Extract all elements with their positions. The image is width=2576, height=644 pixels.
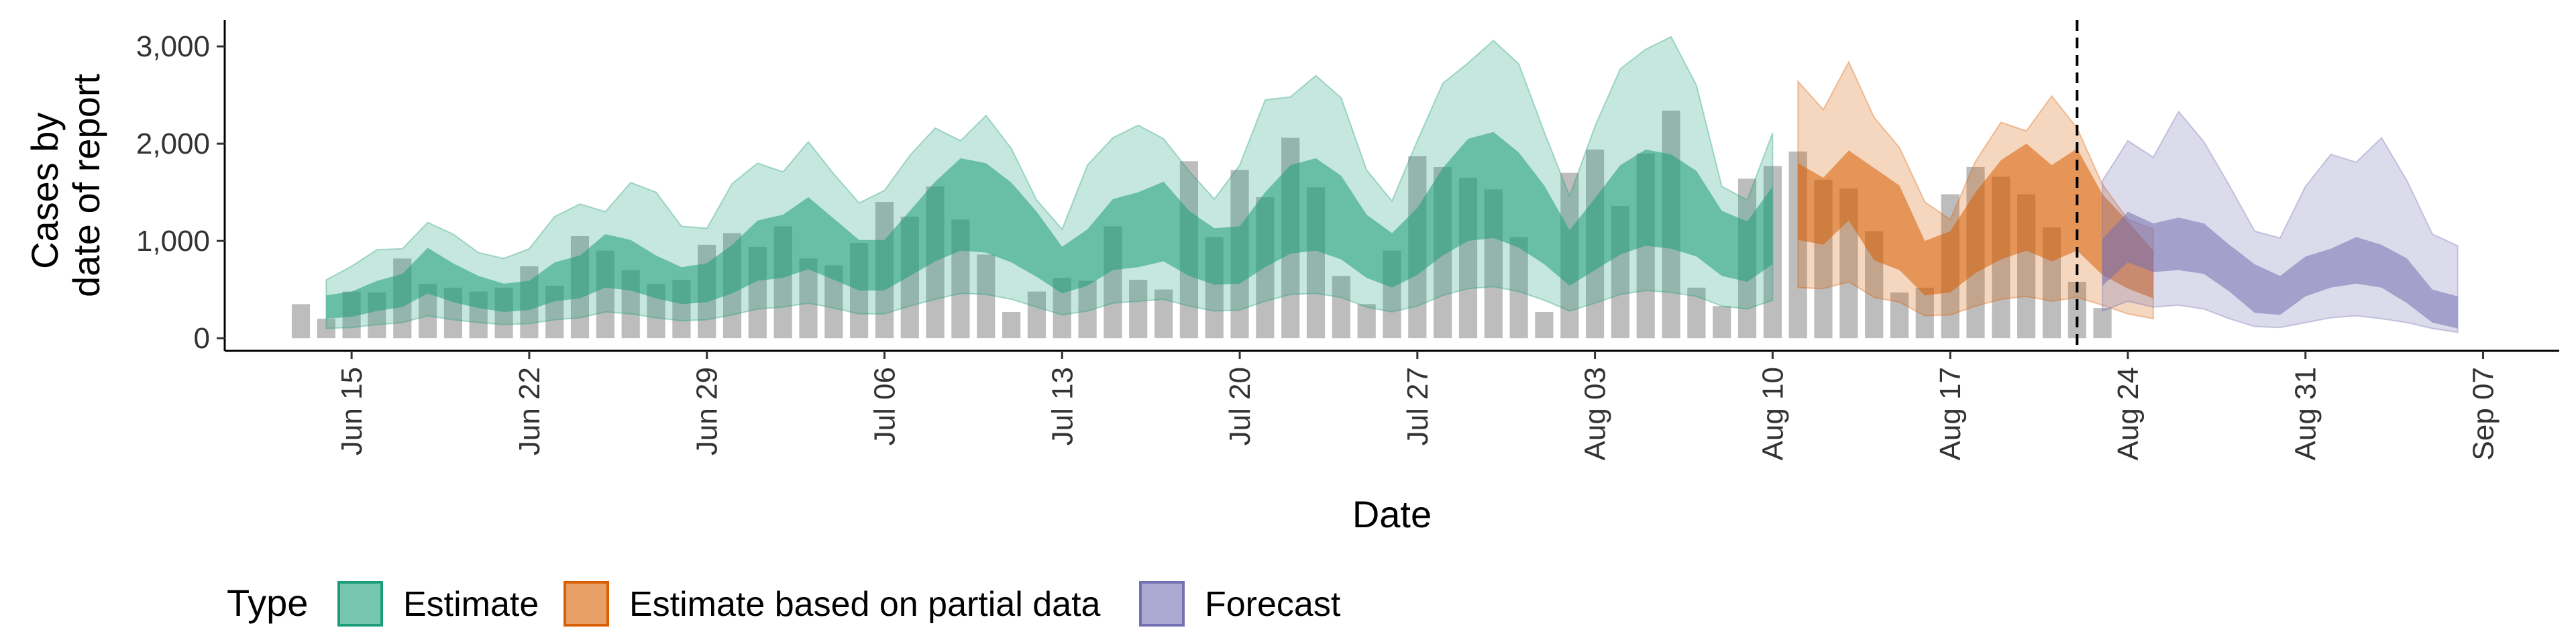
x-axis-title: Date (1352, 493, 1432, 535)
x-tick-label: Aug 24 (2112, 367, 2145, 460)
x-tick-label: Aug 17 (1934, 367, 1967, 460)
y-tick-label: 2,000 (136, 127, 210, 160)
y-tick-label: 0 (194, 322, 210, 355)
legend-label-forecast: Forecast (1205, 585, 1341, 624)
reported-cases-bar (1687, 287, 1706, 339)
reported-cases-bar (1078, 280, 1097, 339)
x-tick-label: Jun 29 (691, 367, 724, 455)
legend-title: Type (227, 582, 308, 624)
x-tick-label: Aug 10 (1756, 367, 1789, 460)
y-axis-ticks: 0 1,000 2,000 3,000 (136, 30, 225, 355)
y-tick-label: 1,000 (136, 225, 210, 258)
reported-cases-bar (1509, 237, 1528, 339)
reported-cases-bar (1332, 276, 1350, 339)
estimate-inner-ribbon (326, 131, 1773, 319)
reported-cases-bar (1002, 312, 1021, 339)
legend-swatch-estimate (337, 581, 383, 627)
legend-swatch-forecast (1139, 581, 1185, 627)
axes: 0 1,000 2,000 3,000 Jun 15 Jun 22 Jun 29 Jul 0… (136, 20, 2559, 460)
x-tick-label: Jun 15 (335, 367, 368, 455)
reported-cases-bar (1129, 280, 1148, 339)
reported-cases-bar (291, 304, 311, 339)
reported-cases-bar (1915, 287, 1934, 339)
y-axis-title-line-2: date of report (65, 74, 107, 298)
x-tick-label: Jul 27 (1401, 367, 1434, 445)
x-tick-label: Jun 22 (513, 367, 546, 455)
legend: Type Estimate Estimate based on partial d… (227, 581, 1341, 627)
reported-cases-bar (1535, 312, 1554, 339)
reported-cases-bar (1713, 306, 1731, 339)
legend-label-estimate: Estimate (403, 585, 539, 624)
legend-items: Estimate Estimate based on partial data Fo… (337, 581, 1341, 627)
reported-cases-bar (799, 258, 818, 339)
x-axis-ticks: Jun 15 Jun 22 Jun 29 Jul 06 Jul 13 Jul 20 Jul … (335, 351, 2500, 460)
reported-cases-bar (2093, 308, 2112, 339)
reported-cases-bar (1154, 289, 1173, 339)
x-tick-label: Jul 20 (1224, 367, 1256, 445)
legend-label-estimate-based-on-partial-data: Estimate based on partial data (629, 585, 1101, 624)
reported-cases-bar (1890, 292, 1909, 339)
x-tick-label: Aug 31 (2290, 367, 2322, 460)
x-tick-label: Sep 07 (2467, 367, 2500, 460)
estimate-ribbons (325, 36, 2459, 333)
estimate-based-on-partial-data-inner-ribbon (1798, 144, 2153, 299)
y-axis-title-line-1: Cases by (23, 113, 66, 269)
reported-cases-bar (1357, 304, 1376, 339)
x-tick-label: Jul 13 (1046, 367, 1079, 445)
x-tick-label: Jul 06 (869, 367, 902, 445)
y-axis-title: Cases by date of report (23, 74, 107, 298)
reported-cases-bar (317, 319, 335, 339)
reported-cases-bar (977, 254, 996, 339)
x-tick-label: Aug 03 (1579, 367, 1612, 460)
legend-swatch-estimate-based-on-partial-data (564, 581, 609, 627)
y-tick-label: 3,000 (136, 30, 210, 63)
reported-cases-bar (1027, 291, 1046, 339)
forecast-inner-ribbon (2102, 211, 2458, 329)
